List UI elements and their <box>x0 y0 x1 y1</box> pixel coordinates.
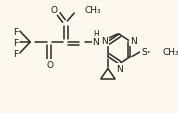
Text: O: O <box>50 5 57 14</box>
Text: O: O <box>47 60 54 69</box>
Text: N: N <box>116 64 122 73</box>
Text: F: F <box>13 49 18 58</box>
Text: CH₃: CH₃ <box>162 48 178 56</box>
Text: CH₃: CH₃ <box>85 5 101 14</box>
Text: F: F <box>13 27 18 36</box>
Text: S: S <box>141 48 147 56</box>
Text: H: H <box>93 29 99 38</box>
Text: F: F <box>13 38 18 47</box>
Text: N: N <box>130 37 137 46</box>
Text: N: N <box>92 37 99 46</box>
Text: N: N <box>101 37 108 46</box>
